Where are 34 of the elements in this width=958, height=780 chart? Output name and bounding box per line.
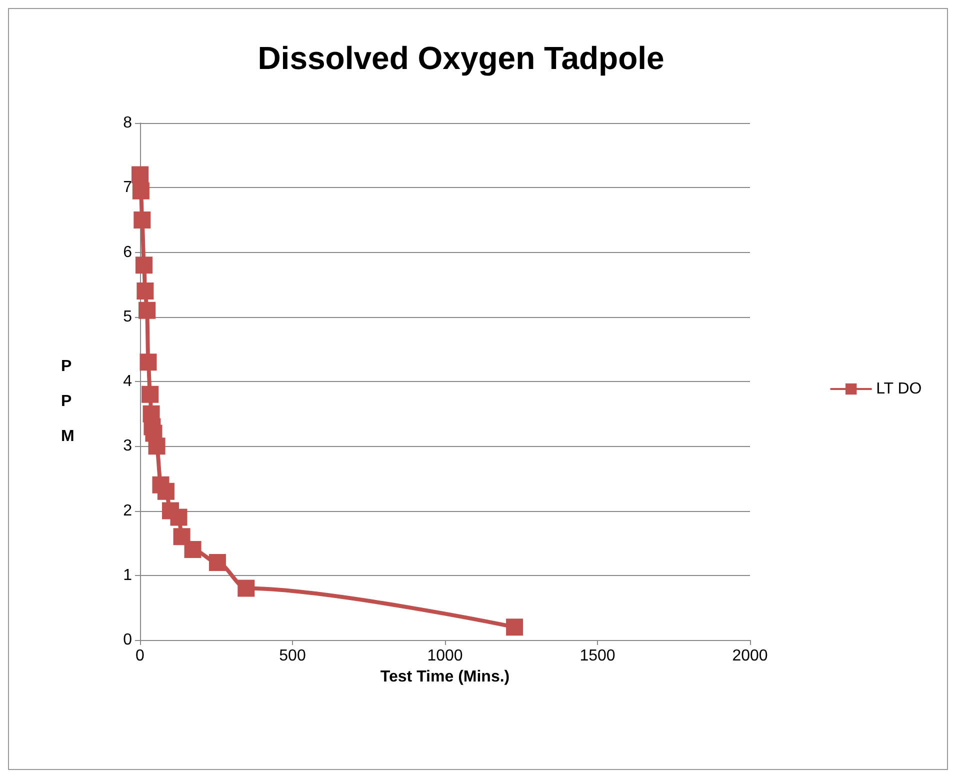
point xyxy=(157,482,174,500)
point xyxy=(506,618,524,636)
point xyxy=(173,528,190,546)
x-axis-title: Test Time (Mins.) xyxy=(380,668,510,686)
point xyxy=(132,166,148,184)
chart-title: Dissolved Oxygen Tadpole xyxy=(258,40,664,76)
y-tick-label: 0 xyxy=(123,632,132,648)
x-tick-label: 500 xyxy=(279,648,306,664)
point xyxy=(138,302,156,319)
point xyxy=(208,554,226,571)
x-tick-label: 0 xyxy=(136,648,145,664)
point xyxy=(238,580,255,597)
y-tick-label: 7 xyxy=(123,179,132,196)
point xyxy=(148,438,166,455)
point xyxy=(184,541,202,558)
point xyxy=(142,386,159,403)
point xyxy=(140,354,157,371)
x-tick-label: 1500 xyxy=(580,648,616,664)
x-tick-label: 2000 xyxy=(732,648,768,664)
y-axis-title: PPM xyxy=(61,358,74,445)
point xyxy=(134,211,151,228)
y-tick-label: 1 xyxy=(123,566,132,584)
x-tick-label: 1000 xyxy=(427,648,463,664)
y-tick-label: 5 xyxy=(123,308,132,326)
point xyxy=(136,282,154,300)
legend-label: LT DO xyxy=(876,380,922,398)
y-tick-label: 4 xyxy=(123,373,132,390)
y-tick-label: 8 xyxy=(123,114,132,132)
y-tick-label: 3 xyxy=(123,438,132,455)
point xyxy=(135,256,152,274)
y-tick-label: 6 xyxy=(123,244,132,261)
point xyxy=(170,508,188,526)
y-tick-label: 2 xyxy=(123,502,132,520)
point xyxy=(132,182,150,200)
